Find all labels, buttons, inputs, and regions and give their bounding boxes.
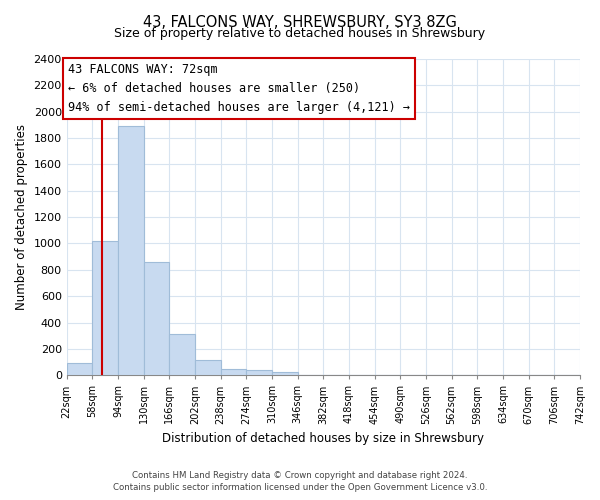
Bar: [169, 334, 195, 376]
Bar: [67, 364, 92, 376]
Bar: [272, 372, 298, 376]
Bar: [221, 368, 247, 376]
Text: 43, FALCONS WAY, SHREWSBURY, SY3 8ZG: 43, FALCONS WAY, SHREWSBURY, SY3 8ZG: [143, 15, 457, 30]
Bar: [247, 370, 272, 376]
Bar: [118, 126, 143, 376]
Text: 43 FALCONS WAY: 72sqm
← 6% of detached houses are smaller (250)
94% of semi-deta: 43 FALCONS WAY: 72sqm ← 6% of detached h…: [68, 63, 410, 114]
Y-axis label: Number of detached properties: Number of detached properties: [15, 124, 28, 310]
X-axis label: Distribution of detached houses by size in Shrewsbury: Distribution of detached houses by size …: [163, 432, 484, 445]
Bar: [143, 262, 169, 376]
Bar: [195, 360, 221, 376]
Text: Contains HM Land Registry data © Crown copyright and database right 2024.
Contai: Contains HM Land Registry data © Crown c…: [113, 471, 487, 492]
Bar: [92, 241, 118, 376]
Text: Size of property relative to detached houses in Shrewsbury: Size of property relative to detached ho…: [115, 28, 485, 40]
